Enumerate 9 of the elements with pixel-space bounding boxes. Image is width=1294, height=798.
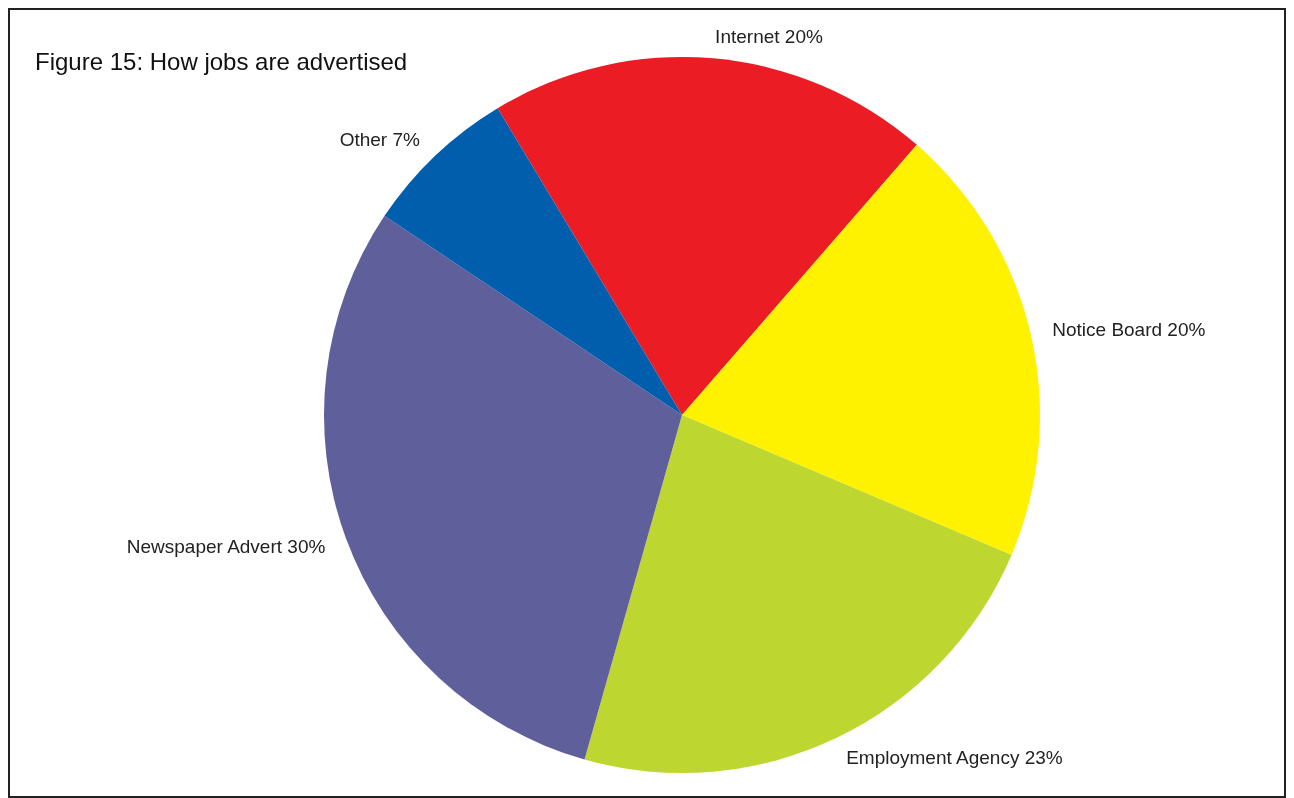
pie-slice bbox=[682, 144, 1040, 555]
slice-label: Newspaper Advert 30% bbox=[126, 535, 326, 557]
slice-label: Notice Board 20% bbox=[1052, 319, 1206, 341]
pie-slice bbox=[324, 215, 682, 760]
pie-slice bbox=[497, 57, 917, 415]
slice-label: Internet 20% bbox=[715, 25, 823, 47]
slice-label: Employment Agency 23% bbox=[846, 747, 1063, 769]
text: Figure 15: How jobs are advertised bbox=[35, 48, 408, 76]
slice-label: Other 7% bbox=[339, 129, 421, 151]
